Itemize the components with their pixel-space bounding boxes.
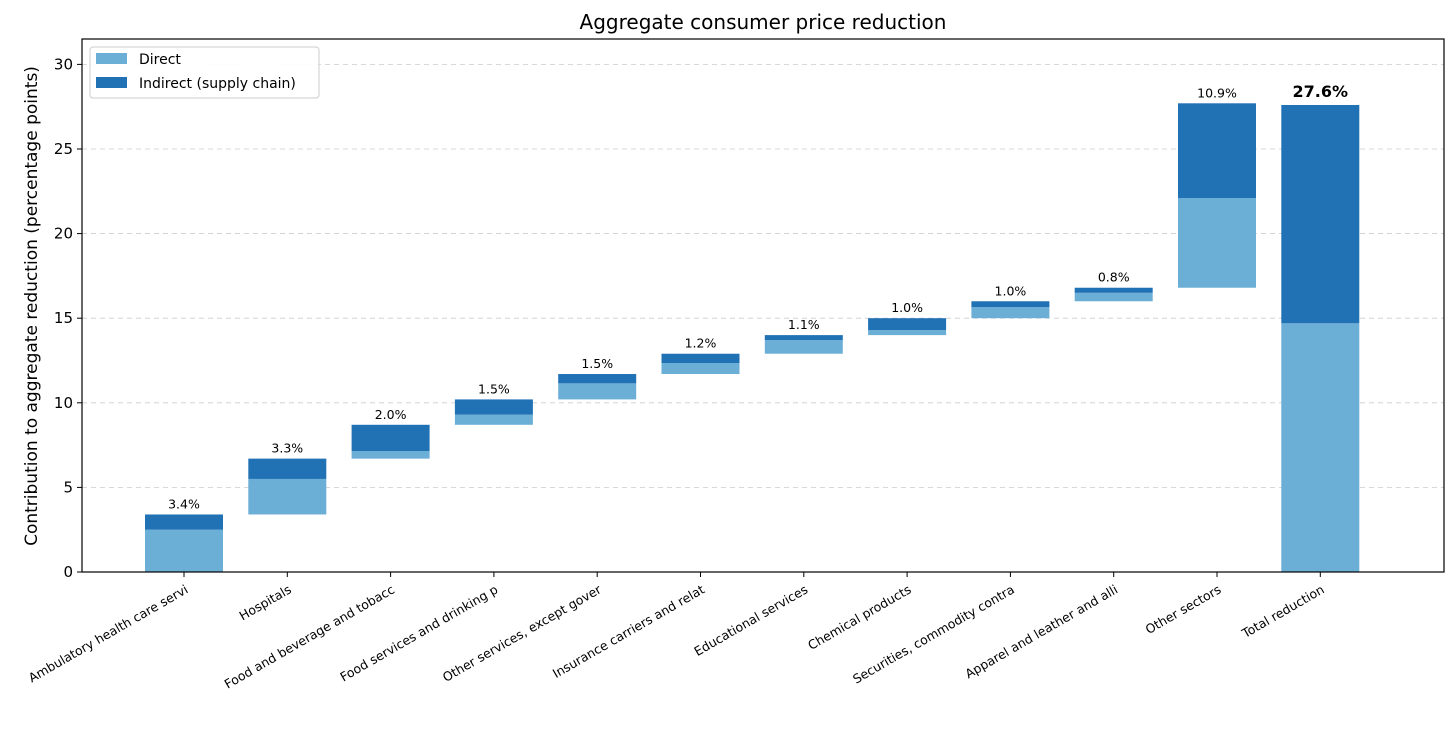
bar-indirect [868,318,947,331]
legend-swatch-direct [96,53,127,64]
bar-direct [248,478,327,515]
bar-indirect [661,353,740,364]
legend-label: Direct [139,52,181,68]
bar-label: 3.3% [271,441,303,456]
bar-indirect [971,301,1050,308]
y-tick-label: 0 [63,563,73,581]
bar-direct [558,383,637,400]
bar-direct [971,307,1050,319]
y-tick-label: 25 [54,140,73,158]
legend-box [89,46,320,99]
y-axis: 0 5 10 15 20 25 30 [54,55,82,581]
bar-direct [351,451,430,459]
bar-direct [1281,323,1360,572]
bar-label: 3.4% [168,496,200,511]
bar-label: 2.0% [375,407,407,422]
y-tick-label: 20 [54,225,73,243]
y-tick-label: 30 [54,55,73,73]
y-axis-label: Contribution to aggregate reduction (per… [22,66,42,546]
bar-direct [868,330,947,336]
plot-frame [81,38,1445,573]
legend: Direct Indirect (supply chain) [89,46,320,99]
bar-indirect [558,374,637,384]
bar-indirect [248,458,327,479]
bar-label: 1.1% [788,317,820,332]
bar-indirect [145,514,223,530]
bar-direct [454,414,533,425]
chart-title: Aggregate consumer price reduction [580,10,947,34]
total-bar-label: 27.6% [1293,82,1349,101]
bar-indirect [1281,104,1360,324]
bar-label: 1.5% [581,356,613,371]
bar-direct [1178,198,1256,288]
bar-indirect [454,399,533,415]
bar-label: 0.8% [1098,270,1130,285]
bar-indirect [1074,287,1153,293]
y-tick-label: 5 [63,478,73,496]
bar-direct [661,363,740,375]
legend-swatch-indirect [96,77,127,88]
bar-direct [764,340,843,354]
bar-direct [1074,292,1153,302]
y-tick-label: 10 [54,394,73,412]
bar-label: 1.0% [995,283,1027,298]
bar-label: 1.2% [685,336,717,351]
bar-indirect [764,335,843,341]
bar-indirect [351,424,430,452]
bar-direct [145,529,223,572]
legend-label: Indirect (supply chain) [139,76,296,92]
bar-label: 1.0% [891,300,923,315]
bar-labels: 3.4% 3.3% 2.0% 1.5% 1.5% 1.2% 1.1% 1.0% 1.0% 0.8%… [168,82,1348,511]
bars [145,103,1360,572]
bar-indirect [1178,103,1256,199]
bar-label: 1.5% [478,381,510,396]
y-tick-label: 15 [54,309,73,327]
bar-label: 10.9% [1197,85,1237,100]
